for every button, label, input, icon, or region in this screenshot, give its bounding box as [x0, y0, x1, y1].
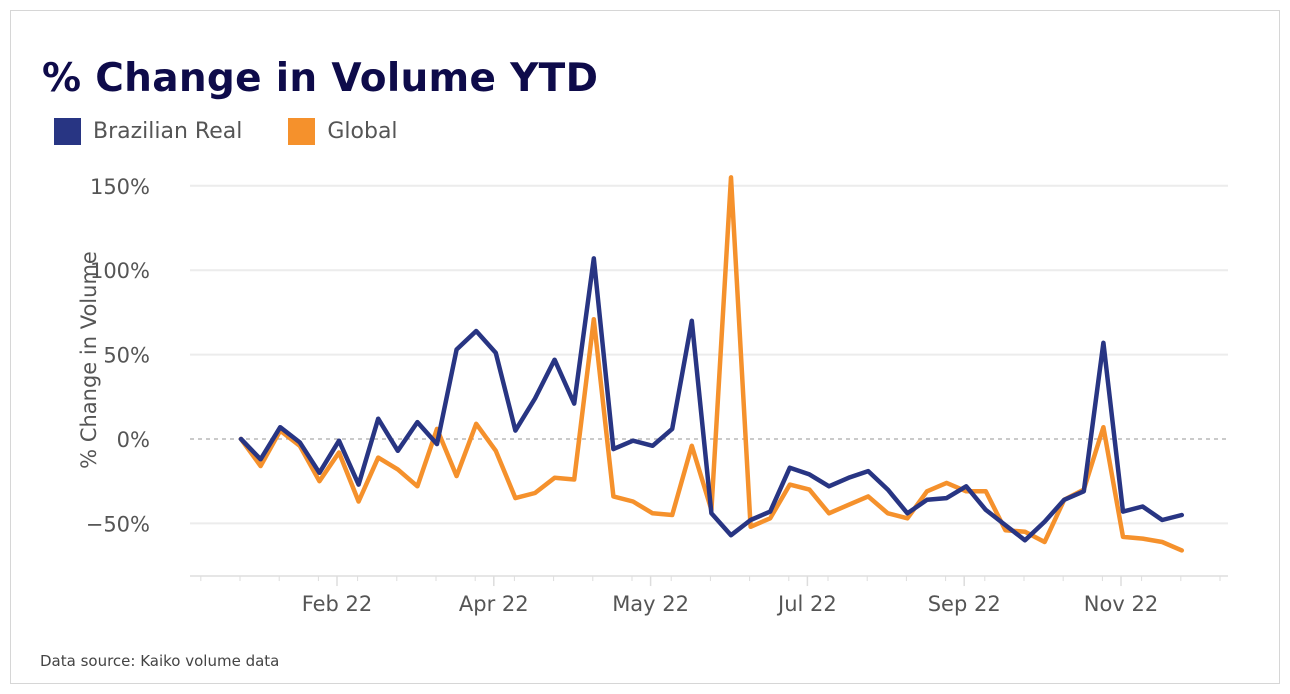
x-tick-label: Sep 22	[928, 592, 1001, 616]
y-axis-label: % Change in Volume	[77, 251, 101, 469]
x-tick-label: Apr 22	[459, 592, 529, 616]
legend: Brazilian Real Global	[54, 118, 398, 145]
y-tick-label: 0%	[117, 428, 150, 452]
legend-swatch	[54, 118, 81, 145]
y-tick-label: 100%	[90, 259, 150, 283]
x-tick-label: Nov 22	[1084, 592, 1158, 616]
data-source-note: Data source: Kaiko volume data	[40, 652, 280, 670]
legend-item-brazilian-real[interactable]: Brazilian Real	[54, 118, 242, 145]
legend-label: Brazilian Real	[93, 119, 243, 144]
y-tick-label: 150%	[90, 175, 150, 199]
legend-item-global[interactable]: Global	[288, 118, 398, 145]
legend-swatch	[288, 118, 316, 145]
series-line-brazilian-real	[238, 256, 1185, 543]
legend-label: Global	[327, 119, 398, 144]
chart-title: % Change in Volume YTD	[42, 56, 599, 101]
x-tick-label: Feb 22	[302, 592, 373, 616]
chart-frame	[10, 10, 1280, 684]
y-tick-label: 50%	[103, 344, 150, 368]
y-tick-label: −50%	[86, 512, 150, 536]
x-tick-label: May 22	[612, 592, 689, 616]
x-tick-label: Jul 22	[776, 592, 837, 616]
